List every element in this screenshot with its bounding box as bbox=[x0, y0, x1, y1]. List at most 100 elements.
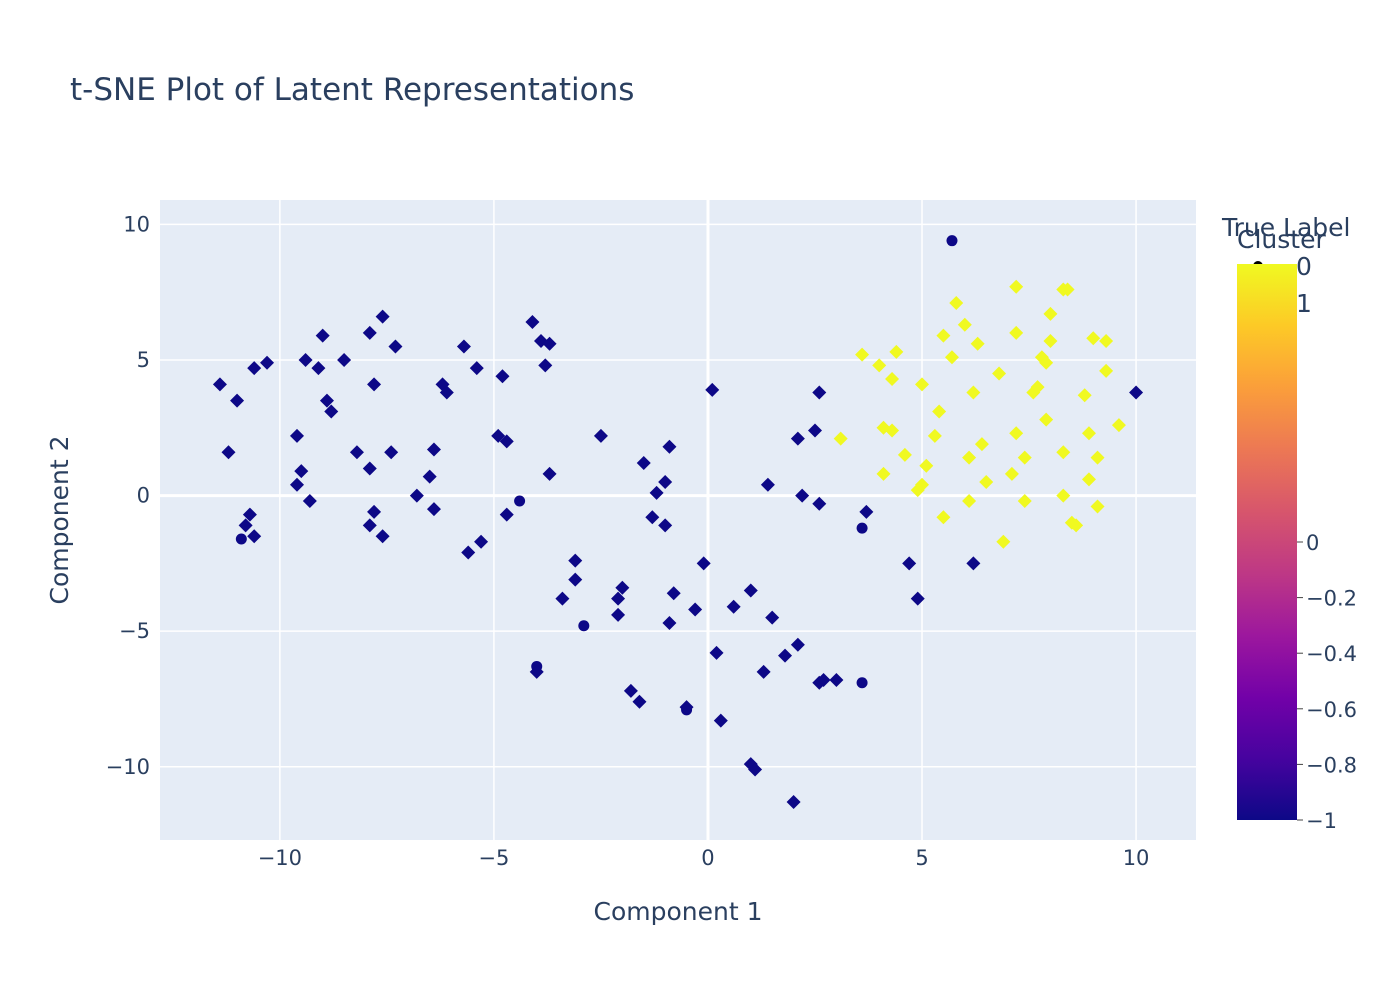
data-point-diamond bbox=[790, 637, 805, 652]
data-point-diamond bbox=[461, 545, 476, 560]
data-point-diamond bbox=[760, 477, 775, 492]
data-point-diamond bbox=[611, 591, 626, 606]
data-point-diamond bbox=[375, 529, 390, 544]
data-point-diamond bbox=[962, 494, 977, 509]
data-point-diamond bbox=[897, 447, 912, 462]
data-point-diamond bbox=[1069, 518, 1084, 533]
data-point-diamond bbox=[499, 507, 514, 522]
data-point-diamond bbox=[936, 328, 951, 343]
x-tick-label: −10 bbox=[258, 846, 302, 870]
x-tick-label: 5 bbox=[915, 846, 928, 870]
data-point-circle bbox=[946, 235, 958, 247]
data-point-diamond bbox=[324, 404, 339, 419]
data-point-circle bbox=[514, 495, 526, 507]
data-point-diamond bbox=[1009, 279, 1024, 294]
data-point-diamond bbox=[212, 377, 227, 392]
data-point-diamond bbox=[294, 464, 309, 479]
data-point-diamond bbox=[1009, 325, 1024, 340]
data-point-diamond bbox=[1099, 363, 1114, 378]
data-point-diamond bbox=[992, 366, 1007, 381]
data-point-diamond bbox=[289, 428, 304, 443]
data-point-diamond bbox=[319, 393, 334, 408]
grid-lines bbox=[160, 200, 1196, 840]
y-tick-label: 5 bbox=[137, 348, 150, 372]
data-point-diamond bbox=[375, 309, 390, 324]
data-point-diamond bbox=[542, 336, 557, 351]
data-point-diamond bbox=[298, 353, 313, 367]
data-point-diamond bbox=[829, 673, 844, 687]
data-point-diamond bbox=[302, 494, 317, 509]
data-point-diamond bbox=[1017, 450, 1032, 465]
x-tick-label: −5 bbox=[478, 846, 509, 870]
data-point-diamond bbox=[662, 616, 677, 631]
chart-title: t-SNE Plot of Latent Representations bbox=[70, 72, 634, 108]
legend-entry-1[interactable]: 1 bbox=[1296, 289, 1312, 318]
x-axis-title: Component 1 bbox=[594, 897, 763, 926]
data-point-diamond bbox=[426, 442, 441, 457]
data-point-diamond bbox=[944, 350, 959, 365]
data-point-diamond bbox=[649, 485, 664, 500]
data-point-diamond bbox=[230, 393, 245, 408]
data-point-diamond bbox=[1056, 488, 1071, 503]
data-point-diamond bbox=[872, 358, 887, 373]
data-point-diamond bbox=[786, 795, 801, 810]
y-tick-label: −10 bbox=[106, 755, 150, 779]
data-point-diamond bbox=[495, 369, 510, 384]
data-point-diamond bbox=[765, 610, 780, 625]
data-point-diamond bbox=[957, 317, 972, 332]
data-point-diamond bbox=[756, 664, 771, 679]
data-point-diamond bbox=[812, 496, 827, 511]
data-point-diamond bbox=[388, 339, 403, 354]
data-point-diamond bbox=[474, 534, 489, 549]
data-point-diamond bbox=[1077, 388, 1092, 403]
data-point-diamond bbox=[538, 358, 553, 373]
data-point-diamond bbox=[966, 385, 981, 400]
data-point-diamond bbox=[688, 602, 703, 617]
colorbar-gradient bbox=[1237, 264, 1297, 820]
data-point-diamond bbox=[362, 461, 377, 476]
data-point-diamond bbox=[1039, 355, 1054, 370]
data-point-circle bbox=[235, 533, 247, 545]
data-point-diamond bbox=[812, 385, 827, 400]
data-point-diamond bbox=[662, 439, 677, 454]
data-point-diamond bbox=[645, 510, 660, 525]
data-point-diamond bbox=[542, 466, 557, 481]
data-point-diamond bbox=[221, 445, 236, 460]
legend-entry-0[interactable]: 0 bbox=[1296, 252, 1312, 281]
data-point-diamond bbox=[499, 434, 514, 449]
data-point-diamond bbox=[384, 445, 399, 460]
data-point-diamond bbox=[696, 556, 711, 571]
colorbar-tick-label: 0 bbox=[1306, 531, 1319, 555]
data-point-diamond bbox=[1111, 418, 1126, 433]
data-point-diamond bbox=[709, 645, 724, 660]
data-point-diamond bbox=[611, 607, 626, 622]
data-point-diamond bbox=[439, 385, 454, 400]
y-axis-ticks: 10 5 0 −5 −10 bbox=[106, 212, 150, 778]
data-point-diamond bbox=[1039, 412, 1054, 427]
data-point-diamond bbox=[855, 347, 870, 362]
data-point-diamond bbox=[919, 458, 934, 473]
data-point-diamond bbox=[915, 477, 930, 492]
data-point-diamond bbox=[1090, 450, 1105, 465]
data-point-diamond bbox=[743, 583, 758, 598]
data-point-diamond bbox=[658, 475, 673, 490]
data-point-diamond bbox=[876, 466, 891, 481]
data-point-diamond bbox=[816, 673, 831, 687]
data-point-diamond bbox=[1129, 385, 1144, 400]
data-point-diamond bbox=[1043, 306, 1058, 321]
colorbar-tick-label: −0.6 bbox=[1306, 698, 1357, 722]
data-point-diamond bbox=[1086, 331, 1101, 346]
colorbar-ticks: −1 −0.8 −0.6 −0.4 −0.2 0 bbox=[1297, 531, 1357, 833]
data-point-diamond bbox=[349, 445, 364, 460]
data-point-diamond bbox=[705, 382, 720, 397]
data-point-diamond bbox=[974, 437, 989, 452]
data-point-diamond bbox=[885, 423, 900, 438]
data-point-diamond bbox=[623, 683, 638, 698]
data-point-diamond bbox=[568, 553, 583, 568]
data-point-diamond bbox=[593, 428, 608, 443]
data-point-diamond bbox=[915, 377, 930, 392]
data-point-diamond bbox=[1030, 380, 1045, 395]
data-point-diamond bbox=[367, 504, 382, 519]
data-point-diamond bbox=[555, 591, 570, 606]
data-point-diamond bbox=[1081, 426, 1096, 441]
